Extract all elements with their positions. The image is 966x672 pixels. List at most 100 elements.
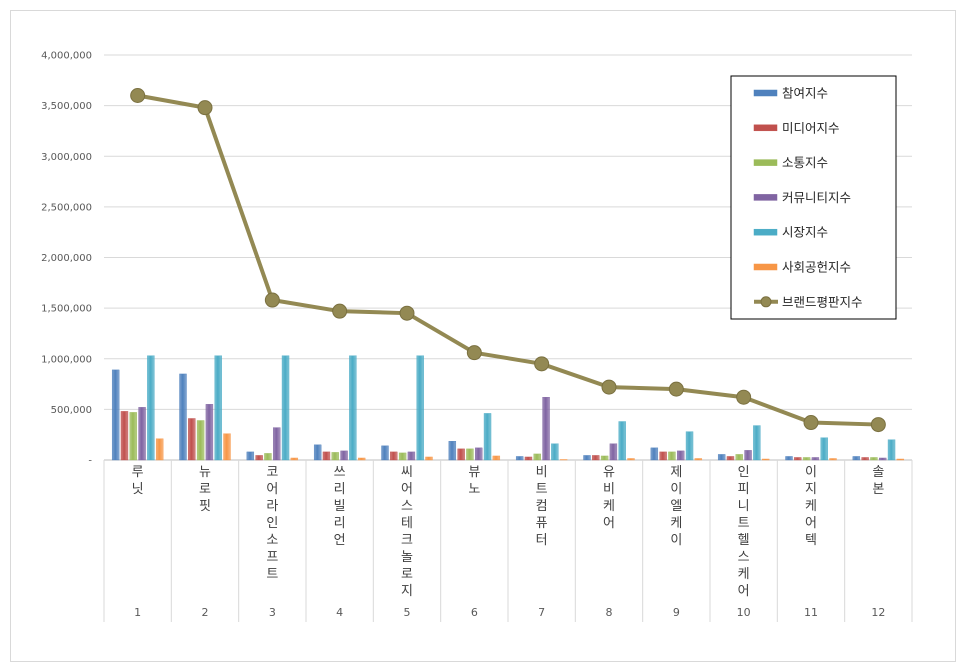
legend-swatch: [753, 89, 778, 97]
x-index-label: 1: [134, 606, 141, 619]
bar-4-9: [677, 450, 685, 461]
y-tick-label: 4,000,000: [41, 51, 92, 62]
bar-4-6: [475, 447, 483, 461]
legend-label: 브랜드평판지수: [782, 294, 863, 309]
bar-3-9: [668, 451, 676, 461]
bar-6-1: [155, 438, 164, 461]
x-index-label: 5: [404, 606, 411, 619]
x-index-label: 6: [471, 606, 478, 619]
line-point-7: [534, 356, 550, 372]
bar-6-7: [559, 459, 568, 461]
bar-4-7: [542, 397, 550, 461]
legend-label: 커뮤니티지수: [782, 190, 851, 205]
bar-1-9: [650, 447, 659, 461]
bar-5-6: [483, 413, 492, 461]
y-tick-label: 1,500,000: [41, 304, 92, 315]
bar-2-6: [457, 448, 465, 461]
bar-4-11: [811, 457, 820, 461]
x-index-label: 10: [737, 606, 751, 619]
line-point-9: [668, 381, 684, 397]
bar-6-3: [290, 457, 299, 461]
bar-1-5: [381, 445, 389, 461]
bar-6-9: [694, 458, 703, 461]
bar-6-12: [896, 458, 905, 461]
bar-3-11: [802, 457, 811, 461]
bar-3-1: [129, 412, 137, 461]
y-tick-label: 1,000,000: [41, 354, 92, 365]
line-point-11: [803, 415, 819, 431]
bar-2-4: [322, 451, 331, 461]
bar-3-5: [398, 452, 407, 461]
x-index-label: 3: [269, 606, 276, 619]
legend-swatch: [753, 228, 778, 236]
line-point-1: [130, 88, 146, 103]
bar-4-5: [407, 451, 416, 461]
line-point-12: [870, 417, 886, 433]
bar-4-2: [205, 404, 214, 461]
legend-swatch: [753, 263, 778, 271]
bar-3-6: [466, 448, 474, 461]
bar-5-1: [147, 355, 155, 461]
legend-label: 소통지수: [782, 155, 828, 170]
bar-2-10: [726, 456, 735, 461]
bar-5-5: [416, 355, 424, 461]
bar-5-2: [214, 355, 222, 461]
line-point-6: [466, 345, 482, 361]
bar-1-3: [246, 451, 255, 461]
line-point-4: [332, 303, 348, 319]
legend-label: 시장지수: [782, 225, 828, 240]
bar-6-5: [425, 456, 433, 461]
bar-3-8: [600, 455, 609, 461]
x-index-label: 2: [202, 606, 209, 619]
bar-1-4: [313, 444, 322, 461]
bar-6-8: [627, 458, 635, 461]
bar-2-8: [592, 455, 600, 461]
bar-2-11: [794, 457, 802, 461]
y-tick-label: -: [88, 456, 92, 467]
bar-6-2: [223, 433, 231, 461]
bar-5-10: [753, 425, 761, 461]
line-point-2: [197, 100, 213, 116]
legend-swatch: [753, 194, 778, 201]
bar-2-7: [524, 456, 533, 461]
bar-2-2: [188, 418, 196, 461]
bar-1-6: [448, 441, 457, 461]
y-tick-label: 3,000,000: [41, 152, 92, 163]
bar-4-12: [879, 457, 887, 461]
line-series-path: [137, 93, 879, 427]
bar-6-4: [357, 457, 366, 461]
bar-4-3: [273, 427, 281, 461]
bar-6-10: [761, 458, 770, 461]
bar-5-4: [349, 355, 357, 461]
bar-1-8: [583, 455, 591, 461]
bar-5-8: [618, 421, 626, 461]
bar-5-9: [685, 431, 694, 461]
y-tick-label: 500,000: [51, 405, 92, 416]
bar-1-12: [852, 456, 861, 461]
x-index-label: 7: [538, 606, 545, 619]
y-tick-label: 2,500,000: [41, 202, 92, 213]
x-index-label: 8: [606, 606, 613, 619]
y-tick-label: 3,500,000: [41, 101, 92, 112]
bar-5-12: [887, 439, 896, 461]
bar-1-2: [179, 373, 187, 461]
bar-3-2: [196, 420, 205, 461]
bar-6-11: [829, 458, 837, 461]
bar-3-12: [870, 457, 878, 461]
bar-3-10: [735, 454, 743, 461]
bar-2-5: [390, 451, 398, 461]
x-index-label: 9: [673, 606, 680, 619]
bar-2-9: [659, 451, 667, 461]
legend-label: 참여지수: [782, 86, 828, 101]
legend-label: 미디어지수: [782, 120, 840, 135]
bar-4-1: [138, 407, 146, 461]
